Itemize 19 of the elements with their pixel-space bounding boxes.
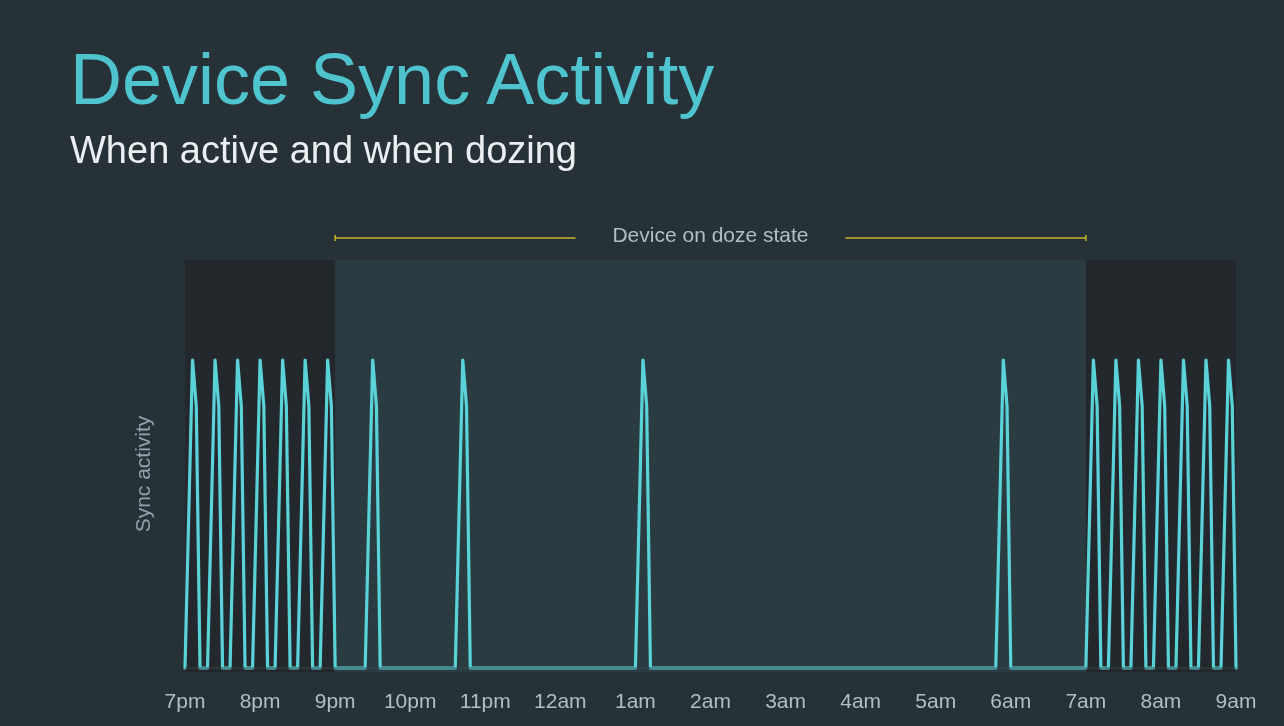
x-tick-label: 9pm (314, 689, 356, 712)
x-tick-label: 2am (690, 689, 731, 712)
y-axis-title: Sync activity (131, 415, 154, 533)
x-tick-label: 12am (534, 689, 587, 712)
x-tick-label: 3am (765, 689, 806, 712)
x-tick-label: 7pm (164, 689, 206, 712)
chart-title: Device Sync Activity (70, 39, 715, 119)
x-tick-label: 1am (615, 689, 656, 712)
x-tick-label: 4am (840, 689, 882, 712)
x-tick-label: 11pm (459, 689, 511, 712)
chart-subtitle: When active and when dozing (70, 129, 577, 171)
x-tick-label: 7am (1065, 689, 1107, 712)
x-tick-label: 8pm (239, 689, 281, 712)
x-tick-label: 10pm (383, 689, 437, 712)
x-tick-label: 5am (915, 689, 957, 712)
x-tick-label: 6am (990, 689, 1032, 712)
x-tick-label: 9am (1215, 689, 1257, 712)
band-label: Device on doze state (612, 223, 809, 246)
x-tick-label: 8am (1140, 689, 1182, 712)
